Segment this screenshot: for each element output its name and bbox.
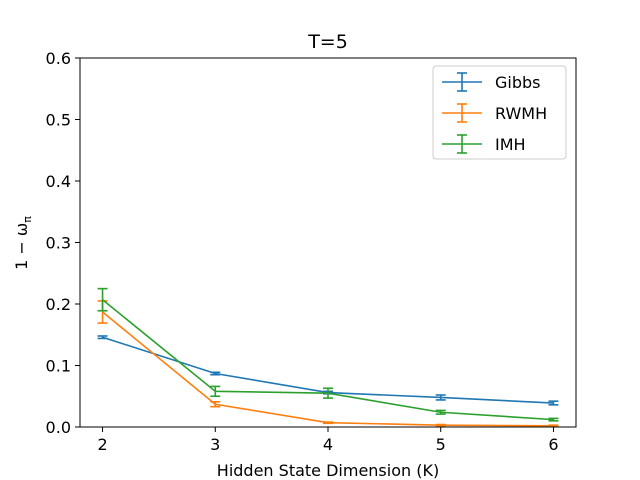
error-bar-imh xyxy=(97,287,108,312)
y-tick-label: 0.1 xyxy=(46,357,71,376)
plot-frame xyxy=(79,57,577,428)
error-bar-gibbs xyxy=(210,371,221,376)
x-tick-label: 4 xyxy=(323,435,333,454)
y-tick-label: 0.2 xyxy=(46,295,71,314)
y-tick-label: 0.6 xyxy=(46,49,71,68)
error-bar-gibbs xyxy=(548,400,559,406)
y-axis-label-subscript: π xyxy=(21,216,34,223)
error-bar-imh xyxy=(323,387,333,399)
legend-label-rwmh: RWMH xyxy=(495,104,547,123)
legend-item-gibbs: Gibbs xyxy=(442,72,541,92)
y-tick-label: 0.0 xyxy=(46,418,71,437)
legend-label-imh: IMH xyxy=(495,135,526,154)
x-tick-label: 3 xyxy=(210,435,220,454)
legend-item-rwmh: RWMH xyxy=(442,103,547,123)
error-bar-imh xyxy=(210,385,221,398)
error-bar-rwmh xyxy=(435,423,446,427)
legend-label-gibbs: Gibbs xyxy=(495,73,541,92)
x-tick-label: 6 xyxy=(548,435,558,454)
y-tick-label: 0.4 xyxy=(46,172,71,191)
y-axis-label: 1 − ωπ xyxy=(12,216,34,270)
error-bar-rwmh xyxy=(323,421,333,425)
error-bar-imh xyxy=(435,409,446,415)
chart-title: T=5 xyxy=(307,31,348,53)
error-bar-rwmh xyxy=(548,424,559,428)
error-bar-rwmh xyxy=(210,400,221,408)
svg-text:1 − ωπ: 1 − ωπ xyxy=(12,216,34,270)
y-tick-label: 0.5 xyxy=(46,111,71,130)
x-tick-label: 2 xyxy=(97,435,107,454)
error-bar-imh xyxy=(548,417,559,422)
legend: Gibbs RWMH IMH xyxy=(432,65,567,160)
legend-item-imh: IMH xyxy=(442,134,526,154)
y-axis-label-main: 1 − ω xyxy=(12,223,31,270)
x-axis-label: Hidden State Dimension (K) xyxy=(217,461,439,480)
error-bar-gibbs xyxy=(97,335,108,340)
x-tick-label: 5 xyxy=(436,435,446,454)
error-bar-gibbs xyxy=(435,394,446,401)
y-tick-label: 0.3 xyxy=(46,234,71,253)
series-line-rwmh xyxy=(102,311,554,427)
